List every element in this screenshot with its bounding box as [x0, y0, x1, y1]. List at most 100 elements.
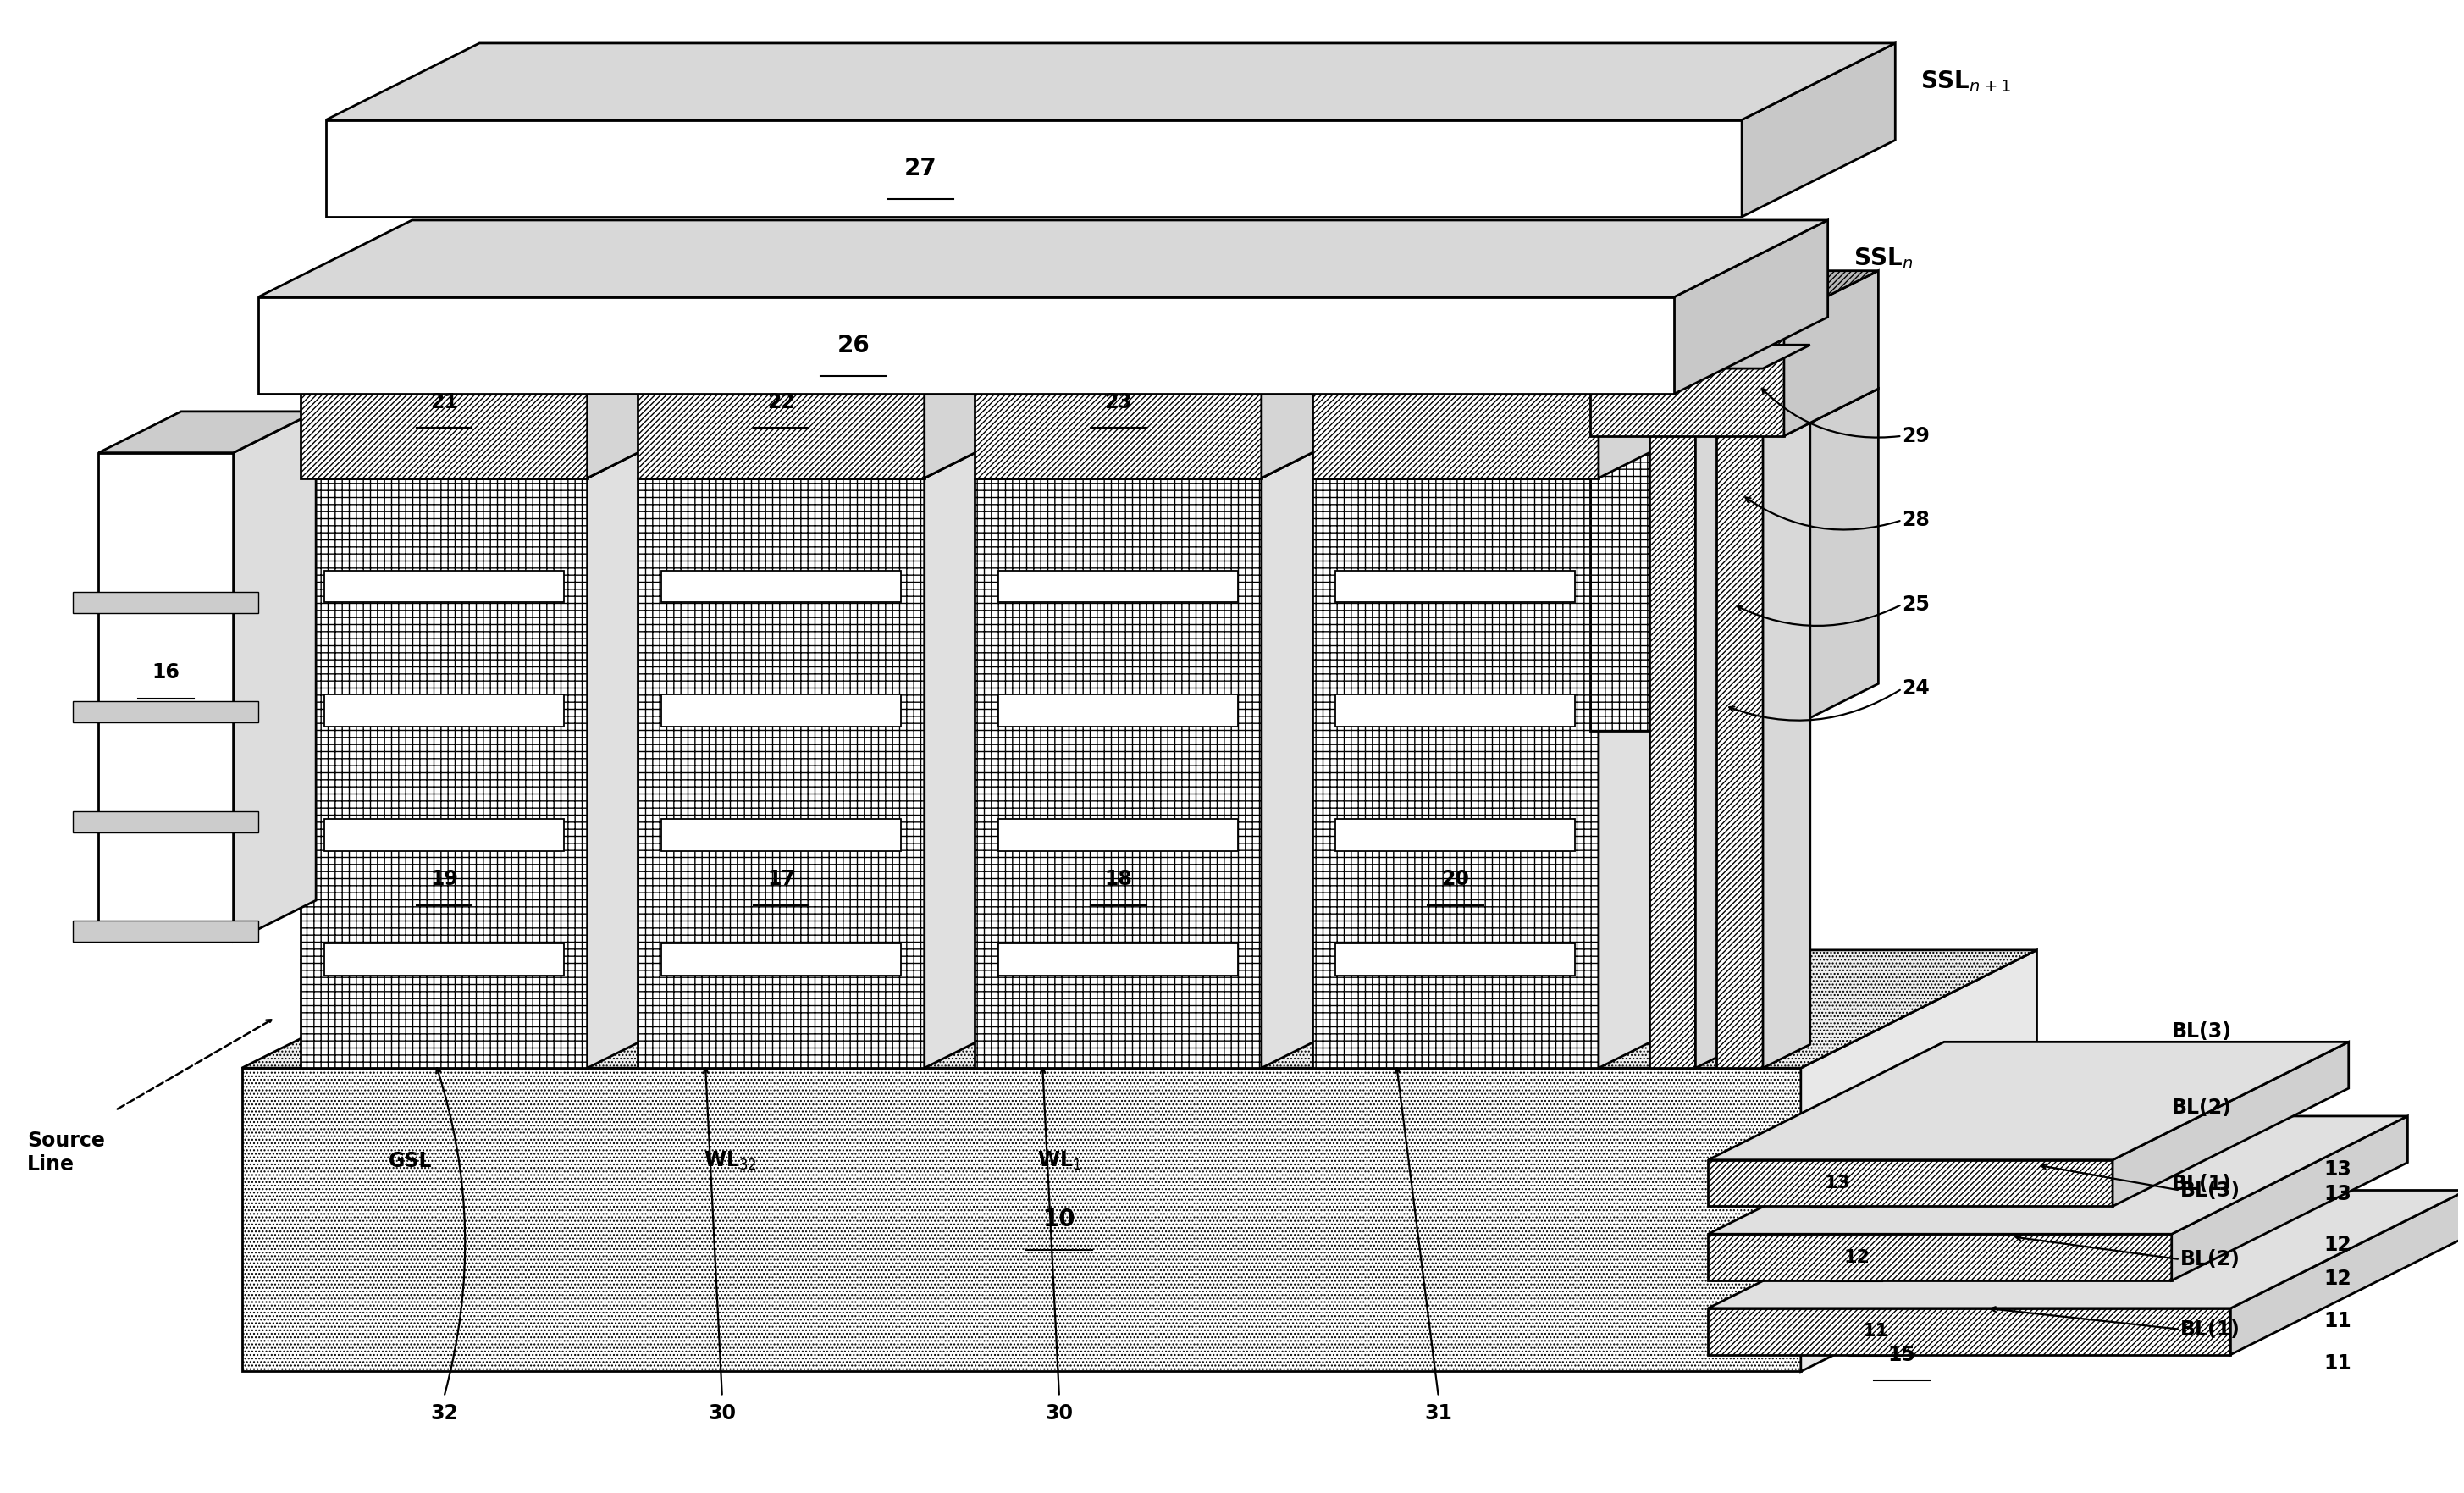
- Polygon shape: [924, 420, 1042, 1067]
- Text: 23: 23: [1104, 393, 1131, 412]
- Text: 17: 17: [766, 869, 796, 890]
- Polygon shape: [586, 420, 705, 1067]
- Polygon shape: [74, 591, 259, 614]
- Text: 25: 25: [1902, 594, 1929, 615]
- Text: WL$_1$: WL$_1$: [1037, 1150, 1082, 1172]
- Polygon shape: [1784, 388, 1878, 732]
- Text: Source
Line: Source Line: [27, 1130, 103, 1175]
- Polygon shape: [1311, 352, 1599, 478]
- Polygon shape: [1311, 420, 1717, 478]
- Text: 11: 11: [1863, 1323, 1887, 1339]
- Text: 18: 18: [1104, 869, 1131, 890]
- Bar: [325, 570, 564, 603]
- Bar: [1335, 570, 1574, 603]
- Polygon shape: [638, 420, 1042, 478]
- Polygon shape: [1708, 1160, 2112, 1206]
- Text: 21: 21: [431, 393, 458, 412]
- Text: GSL: GSL: [389, 1151, 431, 1171]
- Polygon shape: [1708, 1308, 2230, 1354]
- Polygon shape: [1311, 478, 1599, 1067]
- Text: 11: 11: [2324, 1353, 2351, 1374]
- Text: 32: 32: [431, 1403, 458, 1424]
- Polygon shape: [241, 1067, 1801, 1372]
- Polygon shape: [976, 478, 1262, 1067]
- Text: 24: 24: [1902, 679, 1929, 699]
- Text: 27: 27: [904, 157, 936, 181]
- Polygon shape: [234, 412, 315, 942]
- Polygon shape: [99, 412, 315, 452]
- Text: BL(3): BL(3): [2171, 1021, 2232, 1042]
- Text: 12: 12: [2324, 1235, 2351, 1256]
- Polygon shape: [586, 293, 705, 478]
- Polygon shape: [1262, 293, 1380, 478]
- Polygon shape: [99, 452, 234, 942]
- Polygon shape: [325, 119, 1742, 216]
- Text: 11: 11: [2324, 1311, 2351, 1332]
- Polygon shape: [301, 352, 586, 478]
- Polygon shape: [301, 293, 705, 352]
- Polygon shape: [1801, 950, 2038, 1372]
- Text: 28: 28: [1902, 511, 1929, 530]
- Bar: [660, 694, 902, 727]
- Polygon shape: [1708, 1117, 2407, 1235]
- Polygon shape: [638, 293, 1042, 352]
- Polygon shape: [1262, 420, 1380, 1067]
- Polygon shape: [976, 420, 1380, 478]
- Polygon shape: [74, 811, 259, 832]
- Bar: [998, 694, 1237, 727]
- Polygon shape: [2230, 1190, 2464, 1354]
- Polygon shape: [301, 478, 586, 1067]
- Polygon shape: [1599, 293, 1717, 478]
- Text: 22: 22: [766, 393, 796, 412]
- Polygon shape: [1708, 1042, 2348, 1160]
- Text: 30: 30: [1045, 1403, 1074, 1424]
- Polygon shape: [1708, 1190, 2464, 1308]
- Polygon shape: [1589, 270, 1878, 318]
- Text: 31: 31: [1424, 1403, 1451, 1424]
- Text: 10: 10: [1042, 1208, 1077, 1232]
- Text: BL(2): BL(2): [2171, 1097, 2232, 1118]
- Text: 30: 30: [707, 1403, 737, 1424]
- Bar: [1335, 820, 1574, 851]
- Bar: [325, 944, 564, 975]
- Polygon shape: [1676, 219, 1828, 394]
- Polygon shape: [1762, 345, 1811, 1067]
- Polygon shape: [1708, 1235, 2171, 1281]
- Text: 13: 13: [2324, 1159, 2351, 1179]
- Bar: [660, 570, 902, 603]
- Bar: [660, 944, 902, 975]
- Bar: [998, 944, 1237, 975]
- Text: 26: 26: [838, 333, 870, 357]
- Polygon shape: [1648, 369, 1695, 1067]
- Polygon shape: [1648, 345, 1742, 369]
- Polygon shape: [74, 702, 259, 723]
- Polygon shape: [1717, 345, 1811, 369]
- Polygon shape: [2171, 1117, 2407, 1281]
- Text: 13: 13: [1823, 1175, 1850, 1191]
- Polygon shape: [325, 43, 1895, 119]
- Polygon shape: [976, 293, 1380, 352]
- Text: 19: 19: [431, 869, 458, 890]
- Text: 20: 20: [1441, 869, 1469, 890]
- Text: SSL$_n$: SSL$_n$: [1853, 246, 1912, 272]
- Polygon shape: [2112, 1042, 2348, 1206]
- Polygon shape: [1784, 270, 1878, 436]
- Polygon shape: [1589, 436, 1784, 732]
- Text: 13: 13: [2324, 1184, 2351, 1205]
- Bar: [325, 694, 564, 727]
- Text: 12: 12: [2324, 1269, 2351, 1288]
- Text: BL(1): BL(1): [2171, 1173, 2232, 1194]
- Text: 15: 15: [1887, 1345, 1917, 1365]
- Text: 16: 16: [153, 663, 180, 682]
- Text: 29: 29: [1902, 426, 1929, 446]
- Polygon shape: [1589, 388, 1878, 436]
- Text: BL(3): BL(3): [2181, 1179, 2240, 1200]
- Polygon shape: [638, 352, 924, 478]
- Polygon shape: [638, 478, 924, 1067]
- Polygon shape: [74, 921, 259, 942]
- Polygon shape: [1599, 420, 1717, 1067]
- Polygon shape: [1742, 43, 1895, 216]
- Polygon shape: [924, 293, 1042, 478]
- Text: BL(2): BL(2): [2181, 1250, 2240, 1269]
- Bar: [998, 570, 1237, 603]
